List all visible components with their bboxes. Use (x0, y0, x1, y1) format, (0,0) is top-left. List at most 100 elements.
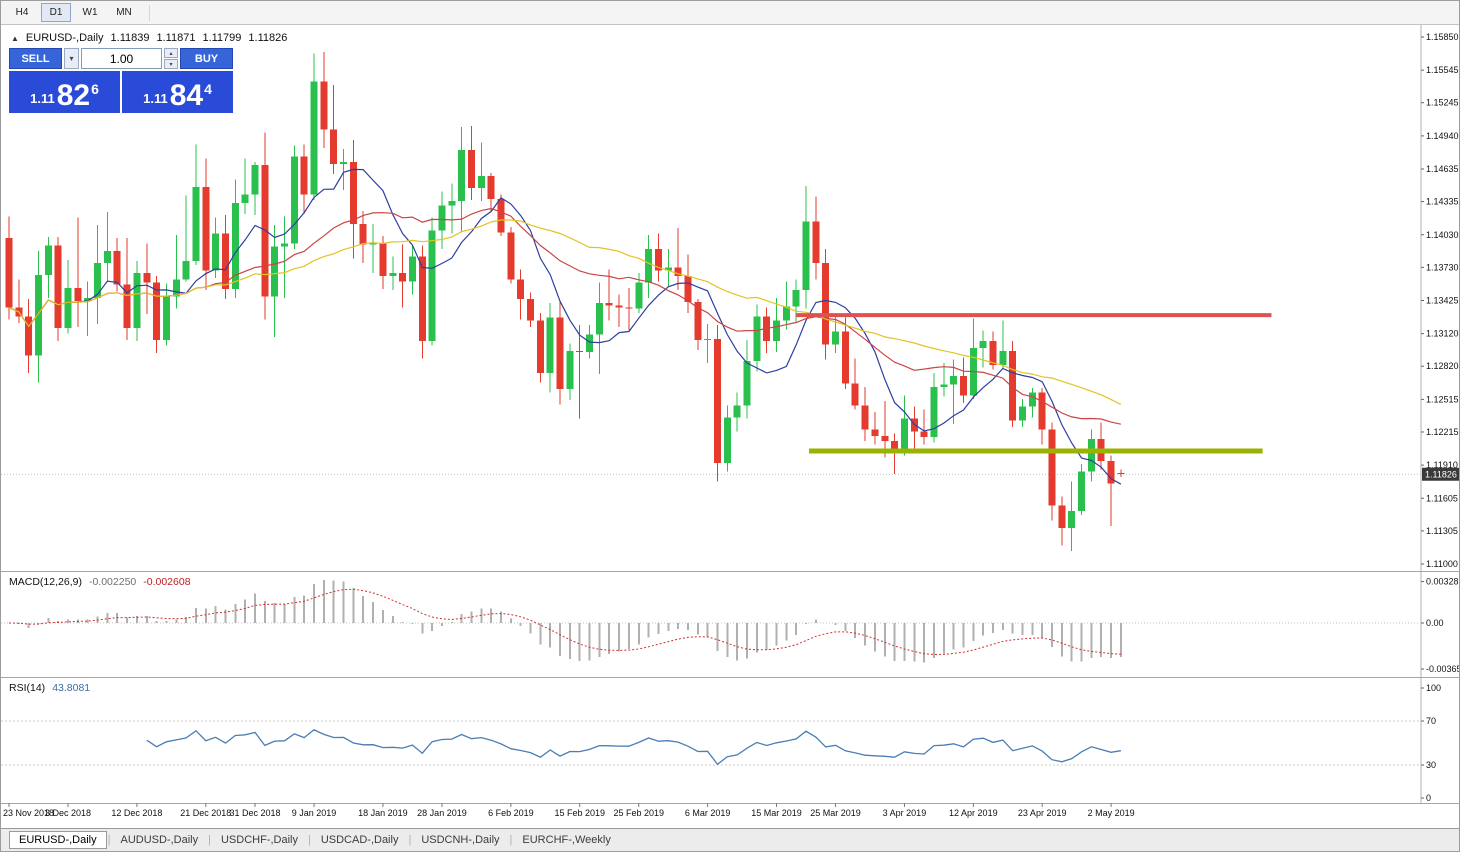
svg-text:70: 70 (1426, 716, 1436, 726)
svg-text:12 Dec 2018: 12 Dec 2018 (111, 808, 162, 818)
stepper-down-icon[interactable]: ▾ (164, 59, 178, 69)
svg-text:3 Apr 2019: 3 Apr 2019 (883, 808, 927, 818)
candles-layer (5, 52, 1125, 551)
svg-text:1.12215: 1.12215 (1426, 427, 1459, 437)
svg-text:1.14030: 1.14030 (1426, 230, 1459, 240)
ohlc-high: 1.11871 (156, 32, 196, 44)
svg-text:0.00: 0.00 (1426, 618, 1444, 628)
price-chart[interactable]: 1.15850 1.15545 1.15245 1.14940 1.14635 1.143… (1, 25, 1460, 823)
svg-text:6 Feb 2019: 6 Feb 2019 (488, 808, 534, 818)
svg-text:-0.00365: -0.00365 (1426, 664, 1460, 674)
toolbar-separator (149, 4, 150, 21)
ohlc-low: 1.11799 (202, 32, 242, 44)
sell-price-pip: 6 (91, 81, 99, 97)
price-axis: 1.15850 1.15545 1.15245 1.14940 1.14635 1.143… (1420, 25, 1460, 803)
svg-text:28 Jan 2019: 28 Jan 2019 (417, 808, 467, 818)
volume-dropdown-button[interactable]: ▾ (64, 48, 79, 69)
svg-text:23 Apr 2019: 23 Apr 2019 (1018, 808, 1067, 818)
svg-text:1.11000: 1.11000 (1426, 559, 1458, 569)
svg-text:2 May 2019: 2 May 2019 (1088, 808, 1135, 818)
chart-tab-audusd-daily[interactable]: AUDUSD-,Daily (120, 834, 199, 846)
svg-text:1.14635: 1.14635 (1426, 164, 1459, 174)
svg-text:1.13120: 1.13120 (1426, 329, 1459, 339)
macd-label: MACD(12,26,9) (9, 576, 82, 588)
chart-window: 1.15850 1.15545 1.15245 1.14940 1.14635 1.143… (1, 25, 1460, 830)
svg-text:30: 30 (1426, 760, 1436, 770)
svg-text:1.14335: 1.14335 (1426, 197, 1459, 207)
tab-separator: | (307, 834, 311, 846)
chart-tab-eurchf-weekly[interactable]: EURCHF-,Weekly (522, 834, 611, 846)
timeframe-button-mn[interactable]: MN (116, 7, 132, 18)
svg-text:0.003287: 0.003287 (1426, 577, 1460, 587)
timeframe-button-h4[interactable]: H4 (15, 7, 29, 18)
svg-text:1.13425: 1.13425 (1426, 296, 1459, 306)
chart-symbol-label: EURUSD-,Daily (25, 32, 104, 44)
ma-fast (8, 168, 1122, 485)
rsi-line (146, 729, 1122, 766)
timeframe-toolbar: H4 D1 W1 MN (1, 1, 1459, 25)
volume-input[interactable]: 1.00 (81, 48, 162, 69)
svg-text:15 Feb 2019: 15 Feb 2019 (554, 808, 605, 818)
chart-tab-usdchf-daily[interactable]: USDCHF-,Daily (220, 834, 298, 846)
svg-text:1.13730: 1.13730 (1426, 262, 1459, 272)
svg-text:18 Jan 2019: 18 Jan 2019 (358, 808, 408, 818)
svg-text:3 Dec 2018: 3 Dec 2018 (45, 808, 91, 818)
svg-text:1.11305: 1.11305 (1426, 526, 1458, 536)
chart-title: ▲ EURUSD-,Daily 1.11839 1.11871 1.11799 … (11, 32, 287, 44)
tab-separator: | (107, 834, 111, 846)
svg-text:21 Dec 2018: 21 Dec 2018 (180, 808, 231, 818)
timeframe-button-w1[interactable]: W1 (82, 7, 98, 18)
buy-price-prefix: 1.11 (143, 91, 168, 106)
chart-tab-usdcad-daily[interactable]: USDCAD-,Daily (320, 834, 399, 846)
ohlc-close: 1.11826 (248, 32, 288, 44)
svg-text:23 Nov 2018: 23 Nov 2018 (3, 808, 54, 818)
buy-price-panel[interactable]: 1.11 84 4 (122, 71, 233, 113)
svg-text:100: 100 (1426, 683, 1441, 693)
volume-stepper[interactable]: ▴ ▾ (164, 48, 178, 69)
macd-indicator-header: MACD(12,26,9) -0.002250 -0.002608 (9, 576, 191, 588)
svg-text:1.14940: 1.14940 (1426, 131, 1459, 141)
svg-text:6 Mar 2019: 6 Mar 2019 (685, 808, 731, 818)
svg-text:1.15545: 1.15545 (1426, 65, 1459, 75)
rsi-indicator-header: RSI(14) 43.8081 (9, 682, 90, 694)
svg-text:1.12820: 1.12820 (1426, 361, 1459, 371)
buy-button[interactable]: BUY (180, 48, 233, 69)
macd-signal-line (8, 588, 1121, 656)
tab-separator: | (208, 834, 211, 846)
buy-price-big: 84 (169, 79, 204, 112)
horizontal-lines-layer (796, 313, 1272, 454)
rsi-value: 43.8081 (52, 682, 91, 694)
svg-text:25 Feb 2019: 25 Feb 2019 (613, 808, 664, 818)
svg-text:1.11910: 1.11910 (1426, 460, 1458, 470)
svg-text:31 Dec 2018: 31 Dec 2018 (229, 808, 280, 818)
rsi-label: RSI(14) (9, 682, 46, 694)
one-click-trading-panel: SELL ▾ 1.00 ▴ ▾ BUY 1.11 82 6 1.11 (9, 48, 233, 113)
buy-price-pip: 4 (204, 81, 212, 97)
svg-text:1.11605: 1.11605 (1426, 493, 1458, 503)
ma-slow (8, 219, 1122, 406)
sell-price-big: 82 (56, 79, 91, 112)
svg-text:12 Apr 2019: 12 Apr 2019 (949, 808, 998, 818)
symbol-arrow-icon: ▲ (11, 33, 19, 43)
svg-text:25 Mar 2019: 25 Mar 2019 (810, 808, 861, 818)
svg-text:1.15245: 1.15245 (1426, 98, 1459, 108)
timeframe-button-d1[interactable]: D1 (41, 3, 71, 22)
ohlc-open: 1.11839 (110, 32, 150, 44)
tab-separator: | (408, 834, 412, 846)
svg-text:1.12515: 1.12515 (1426, 394, 1459, 404)
sell-button[interactable]: SELL (9, 48, 62, 69)
sell-price-panel[interactable]: 1.11 82 6 (9, 71, 120, 113)
current-price-badge: 1.11826 (1425, 470, 1457, 480)
chart-tab-usdcnh-daily[interactable]: USDCNH-,Daily (421, 834, 500, 846)
svg-text:15 Mar 2019: 15 Mar 2019 (751, 808, 802, 818)
moving-averages-layer (8, 168, 1122, 485)
svg-text:1.15850: 1.15850 (1426, 32, 1459, 42)
tab-separator: | (509, 834, 513, 846)
chart-tab-eurusd-daily[interactable]: EURUSD-,Daily (9, 831, 107, 849)
svg-text:9 Jan 2019: 9 Jan 2019 (292, 808, 337, 818)
macd-main-value: -0.002250 (88, 576, 137, 588)
macd-signal-value: -0.002608 (143, 576, 191, 588)
stepper-up-icon[interactable]: ▴ (164, 48, 178, 58)
